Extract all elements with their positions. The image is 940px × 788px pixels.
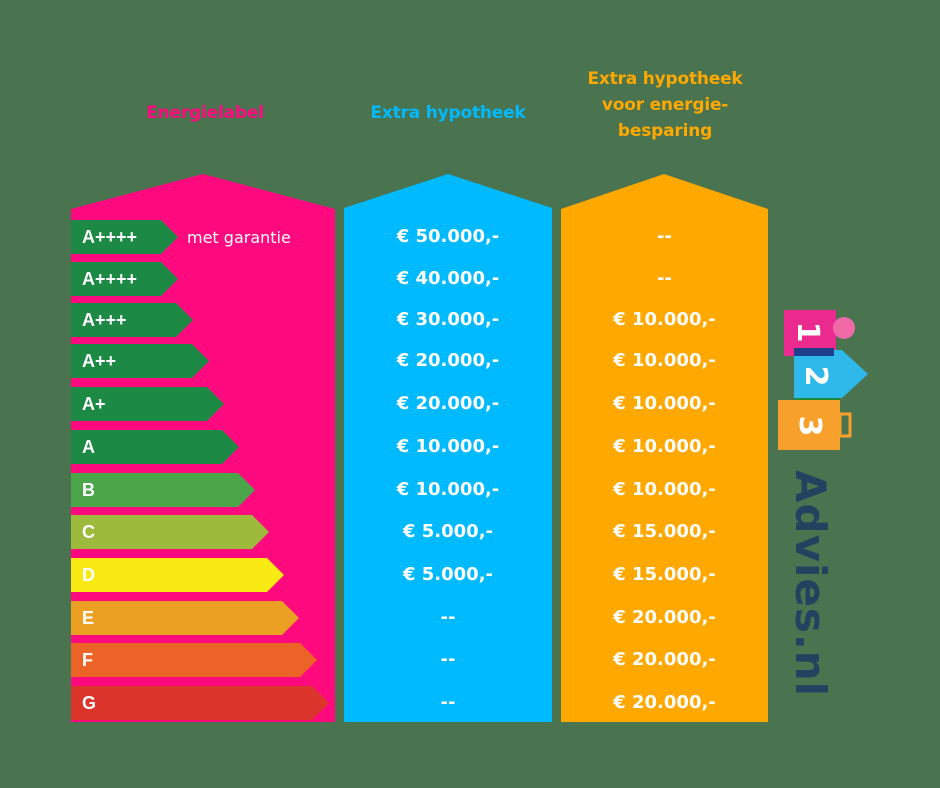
energiebesparing-value: € 15.000,- [613, 564, 716, 585]
energy-label-bar: A+ [71, 387, 224, 421]
extra-hypotheek-value: € 40.000,- [396, 268, 500, 289]
energy-label-text: A++++ [82, 269, 138, 289]
energy-label-text: D [82, 565, 95, 585]
label-arrow-icon [71, 262, 178, 296]
label-arrow-icon [71, 515, 269, 549]
energy-label-text: G [82, 693, 97, 713]
extra-hypotheek-column: € 50.000,- € 40.000,- € 30.000,- € 20.000,-… [344, 174, 552, 722]
energy-label-text: C [82, 522, 95, 542]
123-blocks-icon: 1 2 3 [778, 310, 868, 450]
heading-line-3: besparing [617, 121, 713, 141]
energiebesparing-value: € 10.000,- [613, 309, 716, 330]
extra-hypotheek-value: € 20.000,- [396, 350, 500, 371]
extra-hypotheek-value: -- [440, 607, 456, 628]
heading-line-2: voor energie- [601, 95, 729, 115]
energiebesparing-value: € 10.000,- [613, 479, 716, 500]
label-arrow-icon [71, 430, 239, 464]
extra-hypotheek-energiebesparing-column: -- -- € 10.000,- € 10.000,- € 10.000,- € 10.0… [561, 174, 768, 722]
met-garantie-note: met garantie [187, 228, 291, 247]
energielabel-column: met garantie A++++ A++++ A+++ A++ A+ A B C D E F G [71, 174, 335, 722]
energiebesparing-value: € 20.000,- [613, 607, 716, 628]
energiebesparing-value: € 20.000,- [613, 692, 716, 713]
extra-hypotheek-value: € 5.000,- [402, 521, 494, 542]
svg-text:1: 1 [790, 322, 825, 343]
energy-label-bar: G [71, 686, 329, 720]
energiebesparing-value: -- [657, 268, 672, 289]
energiebesparing-value: € 20.000,- [613, 649, 716, 670]
energy-label-text: F [82, 650, 93, 670]
energy-label-bar: E [71, 601, 299, 635]
orange-arrow-shape [561, 174, 768, 722]
extra-hypotheek-value: € 50.000,- [396, 226, 500, 247]
svg-text:3: 3 [792, 416, 827, 437]
label-arrow-icon [71, 220, 178, 254]
energy-label-bar: A++++ [71, 262, 178, 296]
energy-label-bar: D [71, 558, 284, 592]
energiebesparing-value: € 10.000,- [613, 436, 716, 457]
energiebesparing-value: -- [657, 226, 672, 247]
heading-line-1: Extra hypotheek [587, 69, 743, 89]
energy-label-bar: A+++ [71, 303, 193, 337]
extra-hypotheek-value: € 10.000,- [396, 436, 500, 457]
extra-hypotheek-value: € 5.000,- [402, 564, 494, 585]
123-advies-logo: 1 2 3 [776, 304, 876, 724]
energy-label-bar: C [71, 515, 269, 549]
energiebesparing-value: € 10.000,- [613, 393, 716, 414]
heading-extra-hypotheek-energiebesparing: Extra hypotheek voor energie- besparing [552, 66, 778, 144]
energy-label-text: A++++ [82, 227, 138, 247]
energy-label-text: B [82, 480, 95, 500]
extra-hypotheek-value: € 30.000,- [396, 309, 500, 330]
energy-label-text: A+++ [82, 310, 127, 330]
energy-label-bar: F [71, 643, 317, 677]
extra-hypotheek-value: € 20.000,- [396, 393, 500, 414]
heading-energielabel: Energielabel [146, 103, 264, 123]
label-arrow-icon [71, 344, 209, 378]
blue-arrow-shape [344, 174, 552, 722]
energiebesparing-value: € 15.000,- [613, 521, 716, 542]
label-arrow-icon [71, 601, 299, 635]
extra-hypotheek-value: € 10.000,- [396, 479, 500, 500]
advies-nl-wordmark: Advies.nl [786, 470, 835, 698]
label-arrow-icon [71, 303, 193, 337]
label-arrow-icon [71, 686, 329, 720]
energy-label-text: A [82, 437, 95, 457]
extra-hypotheek-value: -- [440, 692, 456, 713]
energiebesparing-value: € 10.000,- [613, 350, 716, 371]
energy-label-text: A+ [82, 394, 106, 414]
svg-text:2: 2 [798, 366, 833, 387]
energy-label-bar: A++++ [71, 220, 178, 254]
extra-hypotheek-value: -- [440, 649, 456, 670]
energy-label-bar: A [71, 430, 239, 464]
label-arrow-icon [71, 387, 224, 421]
label-arrow-icon [71, 643, 317, 677]
energy-label-bar: B [71, 473, 255, 507]
energy-label-text: E [82, 608, 95, 628]
label-arrow-icon [71, 558, 284, 592]
energy-label-bar: A++ [71, 344, 209, 378]
label-arrow-icon [71, 473, 255, 507]
heading-extra-hypotheek: Extra hypotheek [370, 103, 526, 123]
energy-label-text: A++ [82, 351, 117, 371]
